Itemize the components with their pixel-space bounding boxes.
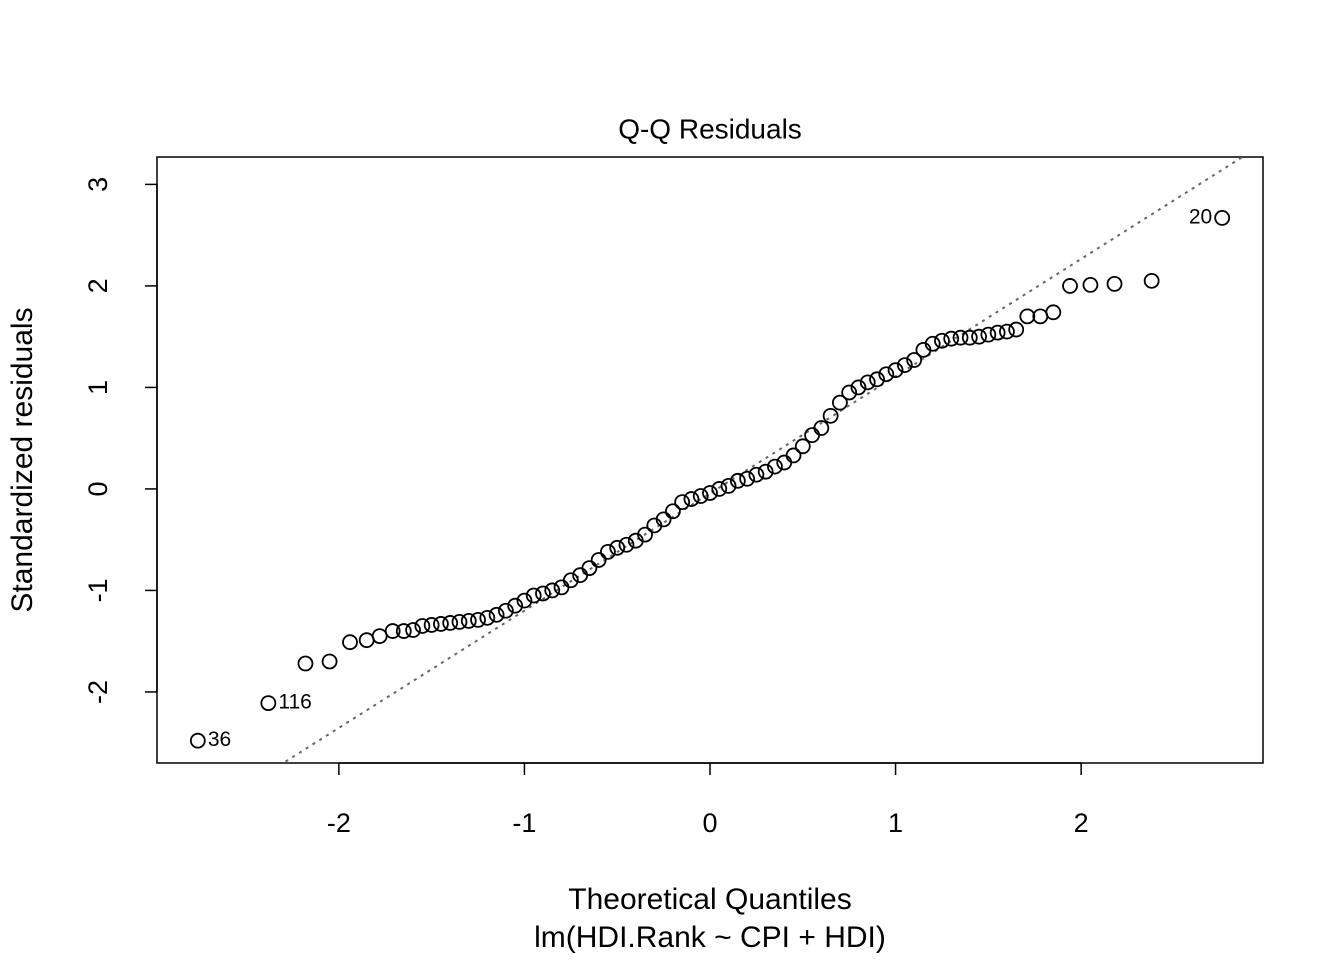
point — [423, 617, 440, 633]
point — [414, 618, 431, 634]
point — [1106, 275, 1123, 292]
point — [757, 463, 774, 480]
point — [739, 470, 756, 487]
point — [971, 328, 987, 345]
point — [581, 560, 598, 577]
point — [767, 458, 783, 475]
x-tick-label: 2 — [1074, 808, 1089, 838]
point — [683, 491, 700, 507]
y-tick-label: 1 — [83, 380, 113, 395]
point — [887, 362, 904, 379]
point — [1143, 272, 1160, 289]
point — [906, 352, 923, 368]
y-tick-label: 3 — [83, 177, 113, 192]
point — [470, 611, 486, 628]
point — [488, 606, 505, 623]
point — [822, 407, 839, 424]
point — [729, 472, 746, 489]
point — [720, 477, 737, 494]
point — [600, 543, 616, 560]
point — [989, 324, 1006, 341]
point — [980, 326, 997, 343]
point — [952, 329, 969, 346]
point — [1032, 308, 1049, 325]
point — [358, 632, 375, 649]
point — [479, 609, 496, 626]
point — [535, 585, 551, 602]
point — [544, 582, 561, 599]
point — [342, 634, 358, 651]
point — [841, 384, 858, 401]
point-label: 36 — [208, 728, 231, 751]
point — [850, 379, 867, 396]
point — [260, 695, 277, 712]
point — [655, 511, 672, 528]
subtitle: lm(HDI.Rank ~ CPI + HDI) — [534, 921, 886, 954]
reference-line — [281, 157, 1245, 763]
point — [321, 653, 338, 670]
x-axis-title: Theoretical Quantiles — [568, 883, 851, 916]
point-label: 116 — [278, 691, 311, 714]
point — [813, 420, 830, 436]
point — [674, 494, 691, 511]
point — [748, 466, 765, 483]
point — [664, 503, 681, 520]
point — [1062, 278, 1078, 294]
point — [1008, 321, 1025, 338]
point — [1082, 276, 1099, 293]
x-tick-label: 0 — [702, 808, 717, 838]
y-tick-label: 0 — [83, 481, 113, 496]
y-axis-title: Standardized residuals — [6, 307, 39, 612]
point — [618, 536, 635, 553]
point — [943, 330, 960, 347]
point-label: 20 — [1189, 205, 1212, 228]
point — [1214, 210, 1231, 226]
point — [831, 394, 848, 411]
point — [590, 552, 607, 568]
y-tick-label: -2 — [83, 680, 113, 704]
point — [371, 628, 388, 645]
point — [702, 485, 718, 501]
point — [869, 371, 885, 388]
point — [776, 454, 793, 471]
point — [525, 587, 542, 604]
point — [609, 539, 626, 556]
point — [553, 579, 570, 596]
x-tick-label: 1 — [888, 808, 903, 838]
chart-title: Q-Q Residuals — [618, 113, 802, 144]
x-tick-label: -1 — [512, 808, 536, 838]
point — [1019, 308, 1036, 325]
point — [637, 526, 653, 543]
point — [395, 623, 412, 639]
point — [405, 622, 421, 638]
point — [804, 427, 820, 444]
point — [924, 335, 941, 352]
y-tick-label: -1 — [83, 578, 113, 602]
point — [460, 612, 477, 629]
point — [297, 655, 314, 672]
point — [794, 438, 811, 455]
point — [999, 323, 1015, 340]
point — [961, 329, 978, 346]
point — [433, 616, 449, 632]
point — [562, 572, 579, 589]
point — [859, 374, 876, 391]
point — [692, 488, 709, 504]
point — [189, 732, 206, 749]
point — [507, 597, 524, 614]
point — [878, 366, 895, 383]
point — [896, 357, 913, 373]
point — [497, 602, 514, 619]
point — [934, 332, 950, 349]
point — [711, 481, 728, 497]
point — [785, 447, 802, 464]
point — [442, 615, 459, 631]
y-tick-label: 2 — [83, 278, 113, 293]
point — [451, 614, 468, 630]
point — [1045, 304, 1062, 321]
x-tick-label: -2 — [327, 808, 351, 838]
point — [516, 592, 533, 609]
point — [384, 623, 401, 639]
